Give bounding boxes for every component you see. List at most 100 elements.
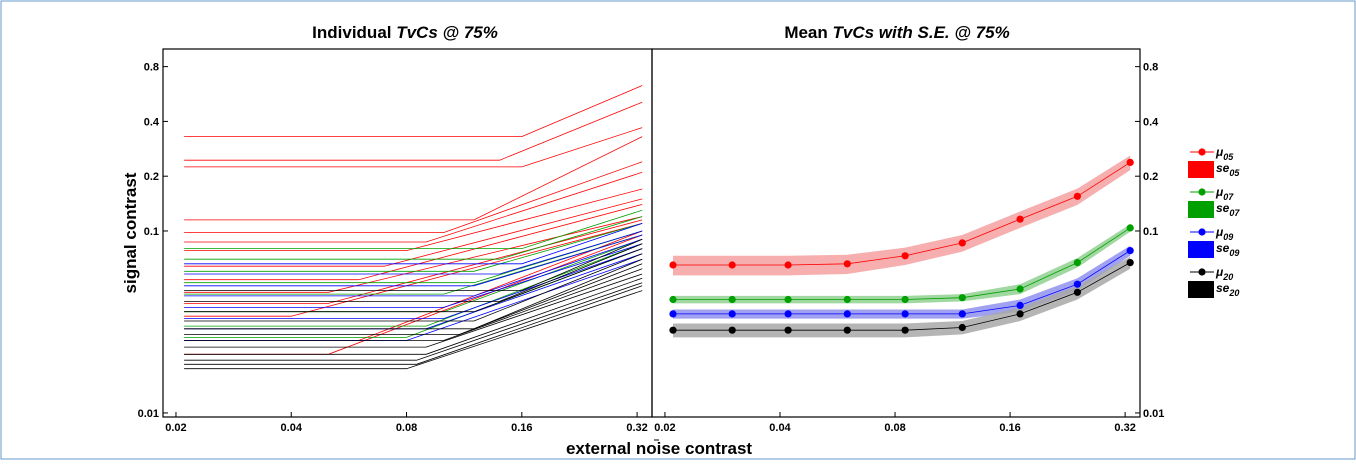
individual-tvc-line — [184, 188, 643, 252]
legend-se-label-05: se05 — [1216, 161, 1240, 178]
left-x-tick-label: 0.08 — [396, 422, 417, 434]
mean-point-20 — [843, 326, 851, 334]
legend-se-swatch-05 — [1188, 161, 1214, 178]
mean-point-09 — [728, 310, 736, 318]
right-x-tick-label: 0.16 — [999, 422, 1020, 434]
mean-point-09 — [1126, 247, 1134, 255]
mean-point-09 — [669, 310, 677, 318]
right-x-tick-label: 0.04 — [769, 422, 791, 434]
individual-tvc-line — [184, 223, 643, 265]
left-y-tick-label: 0.2 — [144, 171, 159, 183]
individual-tvc-line — [184, 101, 643, 161]
x-axis-label: external noise contrast — [566, 439, 752, 458]
y-axis-label: signal contrast — [121, 172, 140, 293]
legend-se-swatch-07 — [1188, 201, 1214, 218]
right-x-tick-label: 0.08 — [884, 422, 905, 434]
mean-point-05 — [1073, 192, 1081, 200]
mean-point-05 — [669, 261, 677, 269]
individual-tvc-line — [184, 253, 643, 322]
left-y-tick-label: 0.1 — [144, 226, 159, 238]
mean-point-05 — [728, 261, 736, 269]
individual-tvc-line — [184, 238, 643, 313]
mean-point-05 — [901, 252, 909, 260]
legend-se-swatch-20 — [1188, 281, 1214, 298]
individual-tvc-line — [184, 243, 643, 302]
mean-point-05 — [1016, 215, 1024, 223]
right-plot-frame — [651, 48, 1141, 418]
individual-tvc-line — [184, 136, 643, 221]
legend-mean-label-20: μ20 — [1215, 265, 1233, 282]
individual-tvc-line — [184, 282, 643, 361]
right-y-tick-label: 0.8 — [1143, 62, 1158, 74]
mean-point-20 — [1016, 310, 1024, 318]
legend-se-label-09: se09 — [1216, 241, 1239, 258]
legend-mean-label-09: μ09 — [1215, 225, 1233, 242]
individual-tvc-line — [184, 171, 643, 243]
individual-tvc-line — [184, 223, 643, 317]
mean-point-09 — [784, 310, 792, 318]
left-y-tick-label: 0.01 — [138, 408, 159, 420]
legend-se-label-07: se07 — [1216, 201, 1240, 218]
mean-point-07 — [843, 295, 851, 304]
individual-tvc-line — [184, 223, 643, 272]
legend-se-label-20: se20 — [1216, 281, 1239, 298]
left-x-tick-label: 0.04 — [281, 422, 303, 434]
individual-tvc-line — [184, 243, 643, 308]
mean-point-20 — [728, 326, 736, 334]
right-x-tick-label: 0.02 — [654, 422, 675, 434]
individual-tvc-line — [184, 243, 643, 327]
individual-tvc-line — [184, 268, 643, 341]
legend-mean-label-07: μ07 — [1215, 185, 1234, 202]
right-panel: 0.02 0.04 0.08 0.16 0.32 0.01 0.1 0.2 0.4 0.8 — [651, 48, 1164, 434]
mean-point-05 — [1126, 158, 1134, 166]
individual-tvc-line — [184, 230, 643, 275]
mean-point-09 — [1073, 280, 1081, 288]
individual-tvc-line — [184, 209, 643, 250]
mean-point-07 — [1126, 224, 1134, 232]
individual-tvc-line — [184, 198, 643, 267]
left-x-tick-label: 0.02 — [165, 422, 186, 434]
individual-tvc-line — [184, 238, 643, 297]
individual-tvc-line — [184, 277, 643, 355]
left-panel-title: Individual TvCs @ 75% — [312, 23, 498, 42]
mean-point-07 — [728, 295, 736, 304]
left-x-tick-label: 0.32 — [626, 422, 647, 434]
se-band-05 — [673, 155, 1131, 276]
mean-point-05 — [958, 239, 966, 247]
right-panel-title: Mean TvCs with S.E. @ 75% — [784, 23, 1009, 42]
mean-point-07 — [1016, 285, 1024, 293]
right-y-tick-label: 0.1 — [1143, 226, 1158, 238]
legend-mean-marker-05 — [1198, 148, 1206, 156]
mean-point-20 — [958, 323, 966, 332]
se-band-09 — [673, 245, 1131, 319]
left-panel: 0.02 0.04 0.08 0.16 0.32 0.01 0.1 0.2 0.4 0.8 — [138, 48, 653, 434]
left-x-tick-label: 0.16 — [511, 422, 532, 434]
mean-point-07 — [784, 295, 792, 304]
mean-point-07 — [958, 294, 966, 302]
mean-point-07 — [669, 295, 677, 304]
legend-mean-marker-20 — [1198, 268, 1206, 276]
mean-point-20 — [901, 326, 909, 334]
mean-point-09 — [1016, 301, 1024, 309]
individual-tvc-line — [184, 273, 643, 348]
individual-tvc-line — [184, 127, 643, 168]
right-x-tick-label: 0.32 — [1114, 422, 1135, 434]
individual-tvc-line — [184, 238, 643, 292]
left-y-tick-label: 0.4 — [144, 116, 160, 128]
se-band-20 — [673, 256, 1131, 338]
individual-tvc-line — [184, 248, 643, 313]
mean-point-05 — [784, 261, 792, 269]
mean-point-20 — [784, 326, 792, 334]
legend-se-swatch-09 — [1188, 241, 1214, 258]
individual-tvc-line — [184, 216, 643, 260]
individual-tvc-line — [184, 230, 643, 284]
mean-point-20 — [669, 326, 677, 334]
legend-mean-marker-09 — [1198, 228, 1206, 236]
mean-point-09 — [958, 310, 966, 318]
right-y-tick-label: 0.01 — [1143, 408, 1164, 420]
left-y-tick-label: 0.8 — [144, 62, 159, 74]
individual-tvc-line — [184, 204, 643, 281]
